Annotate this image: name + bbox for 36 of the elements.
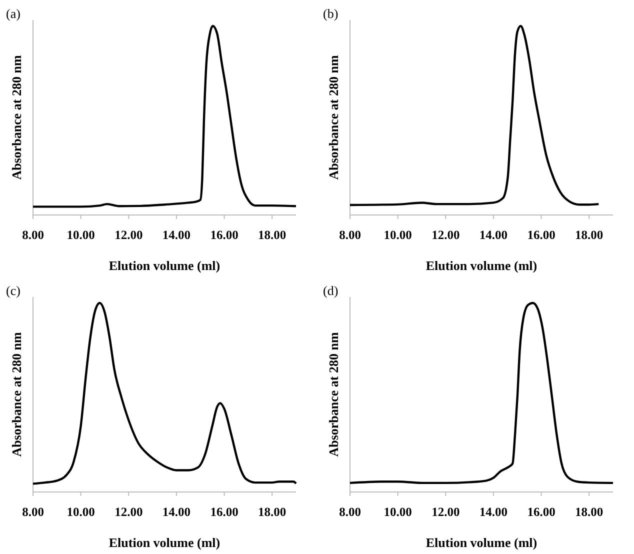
x-tick-label: 18.00 bbox=[575, 228, 604, 242]
x-tick-label: 12.00 bbox=[114, 228, 143, 242]
x-axis-title: Elution volume (ml) bbox=[108, 258, 220, 273]
x-tick-label: 16.00 bbox=[527, 505, 556, 519]
x-tick-label: 12.00 bbox=[432, 228, 460, 242]
x-tick-label: 18.00 bbox=[575, 505, 604, 519]
chart-title: (d) bbox=[323, 283, 338, 298]
x-tick-label: 16.00 bbox=[527, 228, 556, 242]
x-tick-label: 8.00 bbox=[339, 505, 361, 519]
x-tick-label: 8.00 bbox=[339, 228, 361, 242]
x-axis-title: Elution volume (ml) bbox=[108, 535, 220, 550]
x-tick-label: 18.00 bbox=[258, 228, 286, 242]
y-axis-title: Absorbance at 280 nm bbox=[326, 332, 341, 457]
x-tick-label: 10.00 bbox=[66, 505, 95, 519]
chart-title: (c) bbox=[6, 283, 20, 298]
x-axis-title: Elution volume (ml) bbox=[426, 535, 538, 550]
x-tick-label: 18.00 bbox=[258, 505, 286, 519]
x-tick-label: 10.00 bbox=[66, 228, 95, 242]
x-tick-label: 14.00 bbox=[479, 228, 508, 242]
x-tick-label: 14.00 bbox=[162, 228, 191, 242]
y-axis-title: Absorbance at 280 nm bbox=[9, 55, 24, 180]
x-tick-label: 8.00 bbox=[22, 505, 44, 519]
chart-title: (a) bbox=[6, 6, 20, 21]
x-tick-label: 14.00 bbox=[162, 505, 191, 519]
x-tick-label: 10.00 bbox=[384, 505, 412, 519]
x-tick-label: 8.00 bbox=[22, 228, 44, 242]
x-tick-label: 10.00 bbox=[384, 228, 412, 242]
x-tick-label: 16.00 bbox=[210, 505, 238, 519]
x-tick-label: 12.00 bbox=[114, 505, 143, 519]
x-tick-label: 16.00 bbox=[210, 228, 238, 242]
x-tick-label: 14.00 bbox=[479, 505, 508, 519]
x-axis-title: Elution volume (ml) bbox=[426, 258, 538, 273]
chart-title: (b) bbox=[323, 6, 338, 21]
y-axis-title: Absorbance at 280 nm bbox=[326, 55, 341, 180]
y-axis-title: Absorbance at 280 nm bbox=[9, 332, 24, 457]
x-tick-label: 12.00 bbox=[432, 505, 460, 519]
